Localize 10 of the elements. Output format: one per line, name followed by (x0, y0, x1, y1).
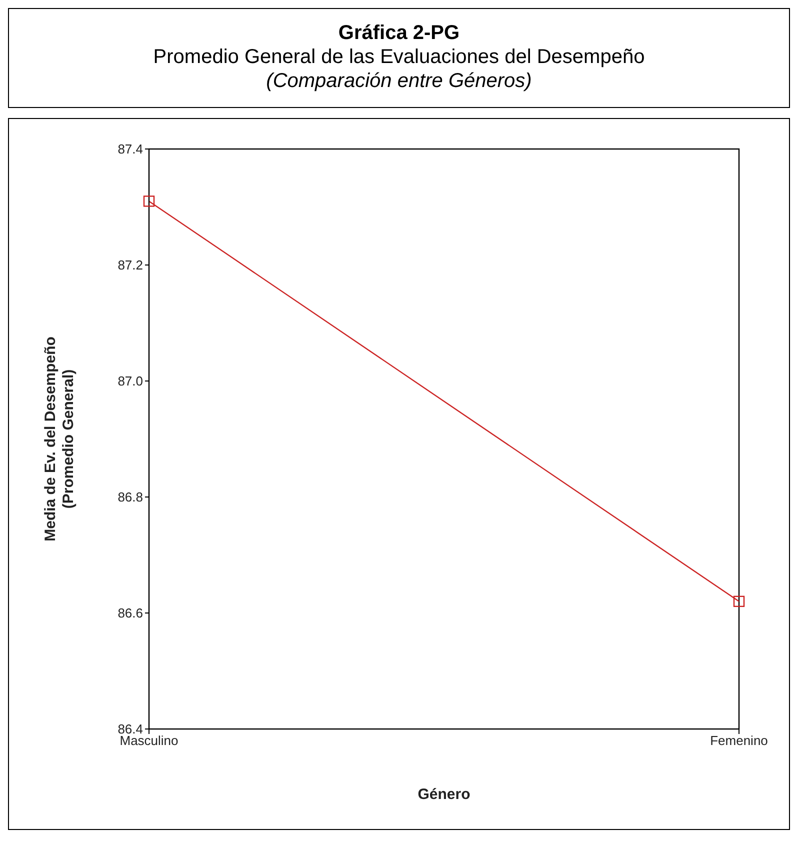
chart-title: Gráfica 2-PG (337, 21, 461, 45)
x-axis-title: Género (418, 786, 470, 803)
y-tick-label: 86.8 (118, 490, 143, 505)
x-tick-label: Femenino (710, 733, 768, 748)
y-tick-label: 87.0 (118, 374, 143, 389)
y-tick-label: 87.2 (118, 258, 143, 273)
y-tick-label: 86.6 (118, 606, 143, 621)
y-tick-label: 87.4 (118, 142, 143, 157)
chart-subtitle: Promedio General de las Evaluaciones del Desempeño (Comparación entre Géneros) (152, 45, 646, 93)
y-axis-title: Media de Ev. del Desempeño (Promedio General) (42, 336, 77, 542)
